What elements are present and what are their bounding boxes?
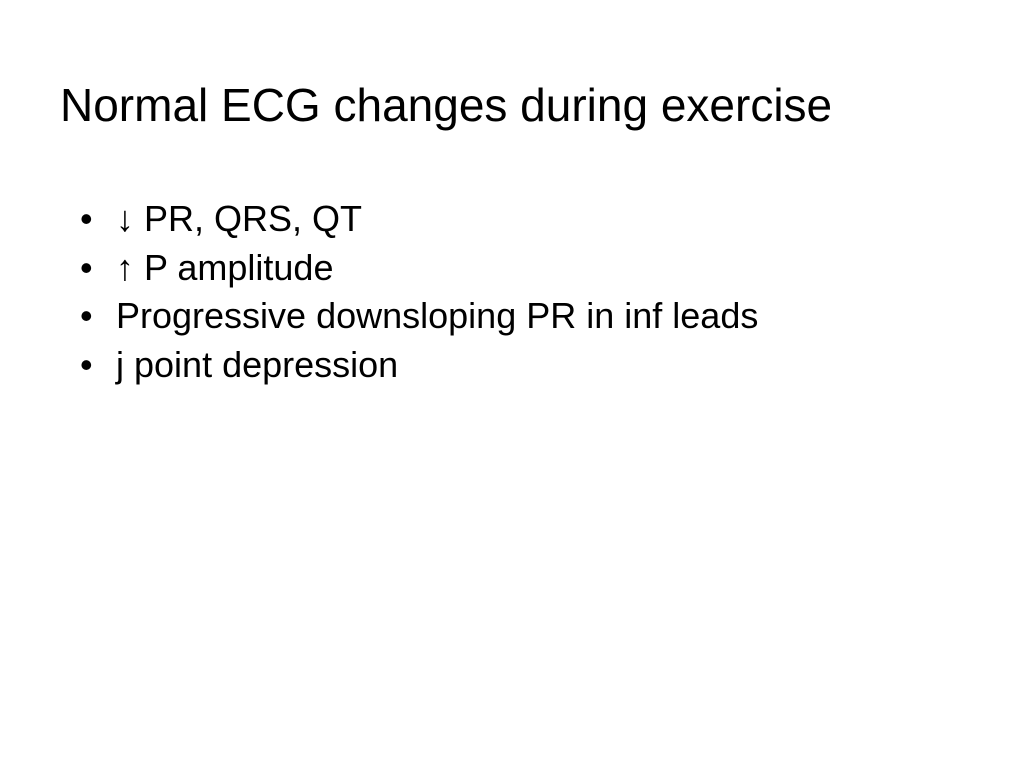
- bullet-icon: •: [80, 341, 116, 390]
- slide: Normal ECG changes during exercise • ↓ P…: [0, 0, 1024, 768]
- list-item: • ↑ P amplitude: [80, 244, 964, 293]
- bullet-text: j point depression: [116, 341, 964, 390]
- bullet-list: • ↓ PR, QRS, QT • ↑ P amplitude • Progre…: [80, 195, 964, 389]
- list-item: • ↓ PR, QRS, QT: [80, 195, 964, 244]
- bullet-icon: •: [80, 195, 116, 244]
- bullet-text: ↓ PR, QRS, QT: [116, 195, 964, 244]
- list-item: • Progressive downsloping PR in inf lead…: [80, 292, 964, 341]
- bullet-icon: •: [80, 292, 116, 341]
- bullet-text: Progressive downsloping PR in inf leads: [116, 292, 964, 341]
- list-item: • j point depression: [80, 341, 964, 390]
- bullet-icon: •: [80, 244, 116, 293]
- bullet-text: ↑ P amplitude: [116, 244, 964, 293]
- slide-title: Normal ECG changes during exercise: [60, 78, 984, 132]
